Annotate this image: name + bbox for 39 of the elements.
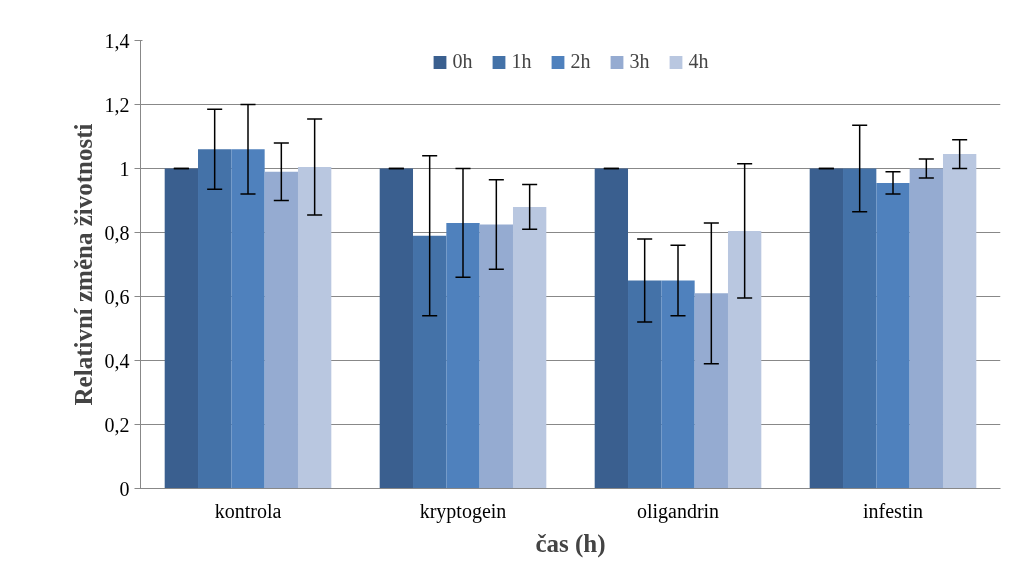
y-tick-label: 1 [119,157,130,180]
bar [661,280,695,489]
bar [727,230,762,489]
bar [594,168,629,489]
bar [413,235,447,489]
legend-label: 3h [629,50,650,73]
bar [694,293,728,489]
x-tick-label: infestin [863,499,923,522]
bar [843,168,877,489]
x-tick-label: kryptogein [419,499,507,523]
bar [876,182,910,489]
y-tick-label: 0,2 [104,413,130,436]
y-tick-label: 0,4 [104,349,130,372]
bar [198,149,232,489]
x-tick-label: kontrola [214,499,282,522]
bar [446,222,480,489]
legend-label: 2h [570,50,591,73]
bar [231,149,265,489]
bar [164,168,199,489]
x-tick-label: oligandrin [636,499,720,523]
legend-label: 1h [511,50,532,73]
y-tick-label: 0,8 [104,221,130,244]
legend-label: 0h [452,50,473,73]
y-tick-label: 1,4 [104,29,130,52]
bar [297,166,332,489]
legend-label: 4h [688,50,709,73]
x-axis-title: čas (h) [535,529,606,558]
bar [379,168,414,489]
bar [942,154,977,489]
bar [479,224,513,489]
bar [909,168,943,489]
y-axis-title: Relativní změna životnosti [69,123,97,406]
bar [512,206,547,489]
bar [809,168,844,489]
y-tick-label: 1,2 [104,93,130,116]
bar [628,280,662,489]
bar [264,171,298,489]
y-tick-label: 0,6 [104,285,130,308]
y-tick-label: 0 [119,477,130,500]
